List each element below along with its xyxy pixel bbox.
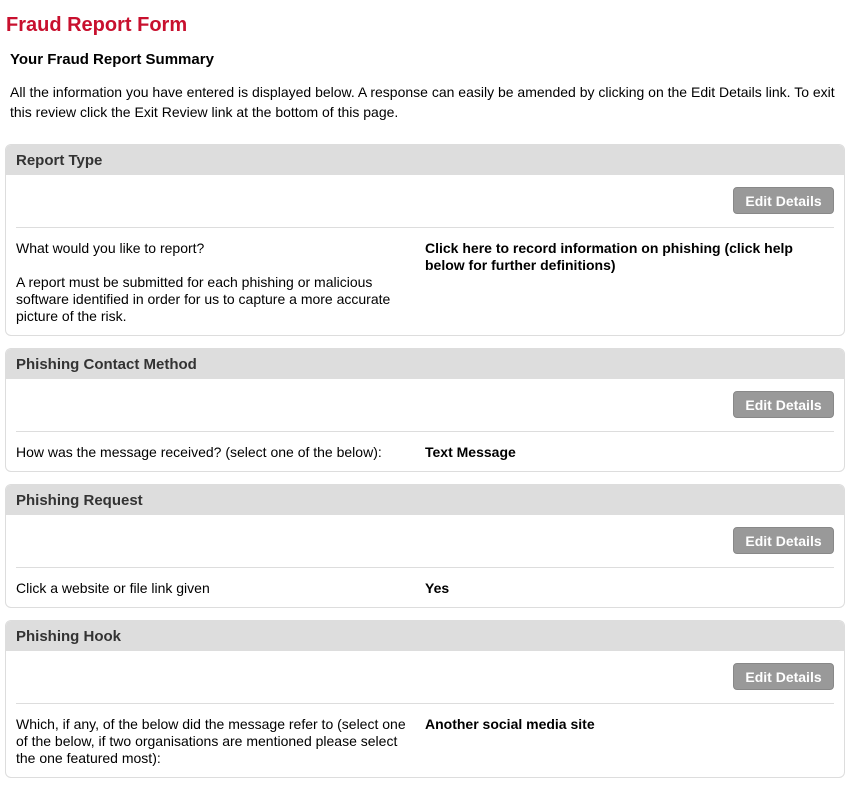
section-heading: Report Type: [6, 145, 844, 175]
section-heading: Phishing Hook: [6, 621, 844, 651]
section-heading: Phishing Contact Method: [6, 349, 844, 379]
question-note: A report must be submitted for each phis…: [16, 274, 391, 324]
section-heading: Phishing Request: [6, 485, 844, 515]
section-report-type: Report Type Edit Details What would you …: [5, 144, 845, 336]
answer: Yes: [425, 580, 450, 596]
intro-text: All the information you have entered is …: [10, 84, 835, 120]
edit-details-button[interactable]: Edit Details: [733, 187, 834, 214]
edit-details-button[interactable]: Edit Details: [733, 391, 834, 418]
section-phishing-hook: Phishing Hook Edit Details Which, if any…: [5, 620, 845, 778]
section-phishing-request: Phishing Request Edit Details Click a we…: [5, 484, 845, 608]
question: What would you like to report? A report …: [16, 240, 425, 325]
summary-heading: Your Fraud Report Summary: [10, 51, 214, 68]
edit-details-button[interactable]: Edit Details: [733, 527, 834, 554]
edit-details-button[interactable]: Edit Details: [733, 663, 834, 690]
question-text: What would you like to report?: [16, 240, 205, 256]
summary-panels: Report Type Edit Details What would you …: [5, 144, 845, 790]
question: Click a website or file link given: [16, 580, 210, 596]
question: Which, if any, of the below did the mess…: [16, 716, 406, 766]
section-contact-method: Phishing Contact Method Edit Details How…: [5, 348, 845, 472]
page-title: Fraud Report Form: [6, 14, 188, 36]
answer: Text Message: [425, 444, 516, 460]
answer: Another social media site: [425, 716, 595, 732]
answer: Click here to record information on phis…: [425, 240, 793, 273]
question: How was the message received? (select on…: [16, 444, 382, 460]
